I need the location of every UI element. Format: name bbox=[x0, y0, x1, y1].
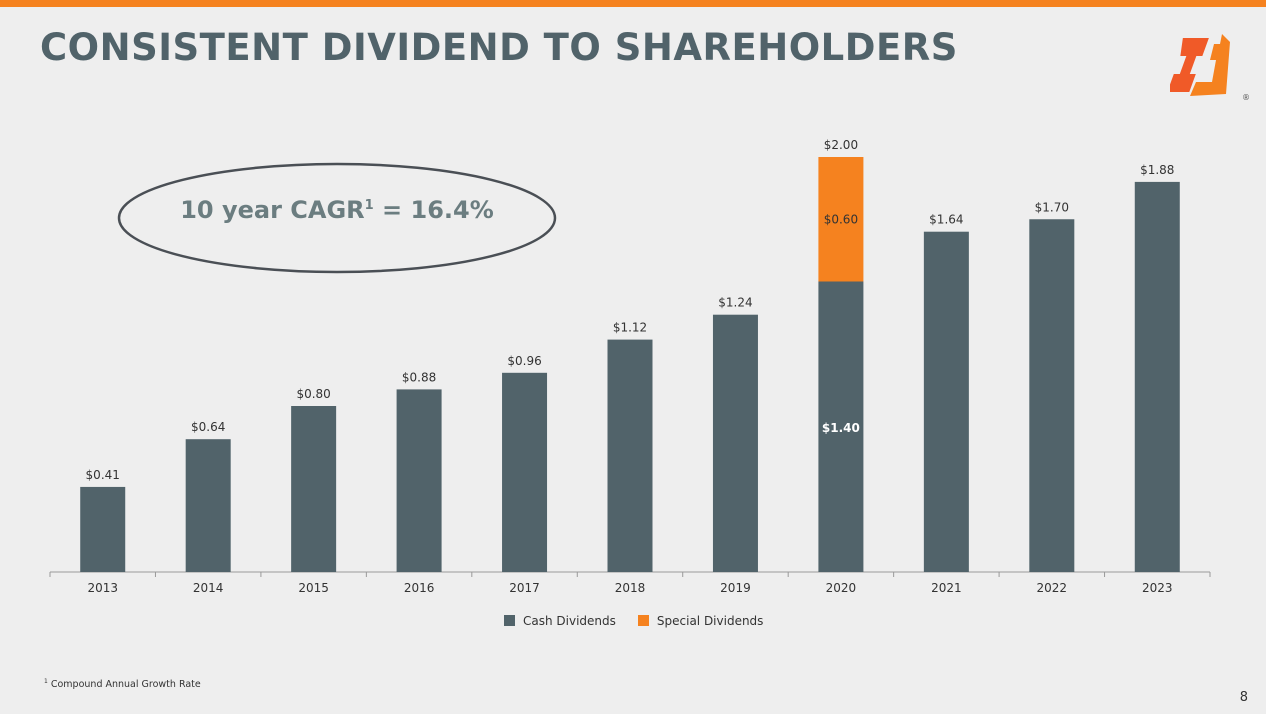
footnote-text: Compound Annual Growth Rate bbox=[50, 679, 201, 691]
total-label-2013: $0.41 bbox=[86, 468, 120, 482]
footnote-marker: 1 bbox=[44, 678, 48, 685]
x-tick-label-2022: 2022 bbox=[1037, 581, 1068, 595]
x-tick-label-2019: 2019 bbox=[720, 581, 751, 595]
footnote: 1 Compound Annual Growth Rate bbox=[44, 678, 201, 690]
cagr-label: 10 year CAGR bbox=[180, 196, 365, 224]
legend-label-cash: Cash Dividends bbox=[523, 614, 616, 628]
bar-cash-2014 bbox=[185, 439, 231, 572]
total-label-2020: $2.00 bbox=[824, 138, 858, 152]
total-label-2023: $1.88 bbox=[1140, 163, 1174, 177]
x-tick-label-2015: 2015 bbox=[298, 581, 329, 595]
svg-text:®: ® bbox=[1242, 93, 1250, 102]
bar-cash-2019 bbox=[712, 314, 758, 572]
cagr-callout: 10 year CAGR1 = 16.4% bbox=[117, 196, 557, 224]
total-label-2018: $1.12 bbox=[613, 321, 647, 335]
legend-item-cash: Cash Dividends bbox=[504, 614, 616, 628]
chart-legend: Cash Dividends Special Dividends bbox=[504, 614, 763, 628]
legend-item-special: Special Dividends bbox=[637, 614, 764, 628]
total-label-2019: $1.24 bbox=[718, 296, 752, 310]
bar-cash-2021 bbox=[923, 231, 969, 572]
segment-label-cash: $1.40 bbox=[822, 421, 860, 435]
company-logo: ® bbox=[1170, 34, 1250, 102]
total-label-2016: $0.88 bbox=[402, 370, 436, 384]
bar-cash-2020 bbox=[818, 281, 864, 572]
x-tick-label-2017: 2017 bbox=[509, 581, 540, 595]
cagr-footnote-ref: 1 bbox=[364, 198, 374, 213]
bar-cash-2017 bbox=[502, 372, 548, 572]
cagr-ellipse bbox=[117, 162, 557, 274]
cagr-value: = 16.4% bbox=[373, 196, 494, 224]
segment-label-special: $0.60 bbox=[824, 212, 858, 226]
legend-swatch-cash bbox=[504, 615, 515, 626]
x-tick-label-2016: 2016 bbox=[404, 581, 435, 595]
top-accent-bar bbox=[0, 0, 1266, 7]
x-tick-label-2014: 2014 bbox=[193, 581, 224, 595]
x-tick-label-2021: 2021 bbox=[931, 581, 962, 595]
total-label-2021: $1.64 bbox=[929, 213, 963, 227]
bar-cash-2015 bbox=[291, 406, 337, 572]
total-label-2022: $1.70 bbox=[1035, 200, 1069, 214]
total-label-2015: $0.80 bbox=[296, 387, 330, 401]
page-title: CONSISTENT DIVIDEND TO SHAREHOLDERS bbox=[40, 26, 958, 69]
legend-label-special: Special Dividends bbox=[656, 614, 764, 628]
x-tick-label-2013: 2013 bbox=[87, 581, 118, 595]
bar-cash-2016 bbox=[396, 389, 442, 572]
total-label-2017: $0.96 bbox=[507, 354, 541, 368]
bar-cash-2022 bbox=[1029, 219, 1075, 572]
bar-cash-2018 bbox=[607, 339, 653, 572]
bar-cash-2013 bbox=[80, 486, 126, 572]
x-tick-label-2018: 2018 bbox=[615, 581, 646, 595]
legend-swatch-special bbox=[637, 615, 649, 626]
bar-special-2020 bbox=[818, 157, 864, 282]
page-number: 8 bbox=[1239, 690, 1248, 705]
x-tick-label-2020: 2020 bbox=[826, 581, 857, 595]
total-label-2014: $0.64 bbox=[191, 420, 225, 434]
bar-cash-2023 bbox=[1134, 181, 1180, 572]
x-tick-label-2023: 2023 bbox=[1142, 581, 1173, 595]
